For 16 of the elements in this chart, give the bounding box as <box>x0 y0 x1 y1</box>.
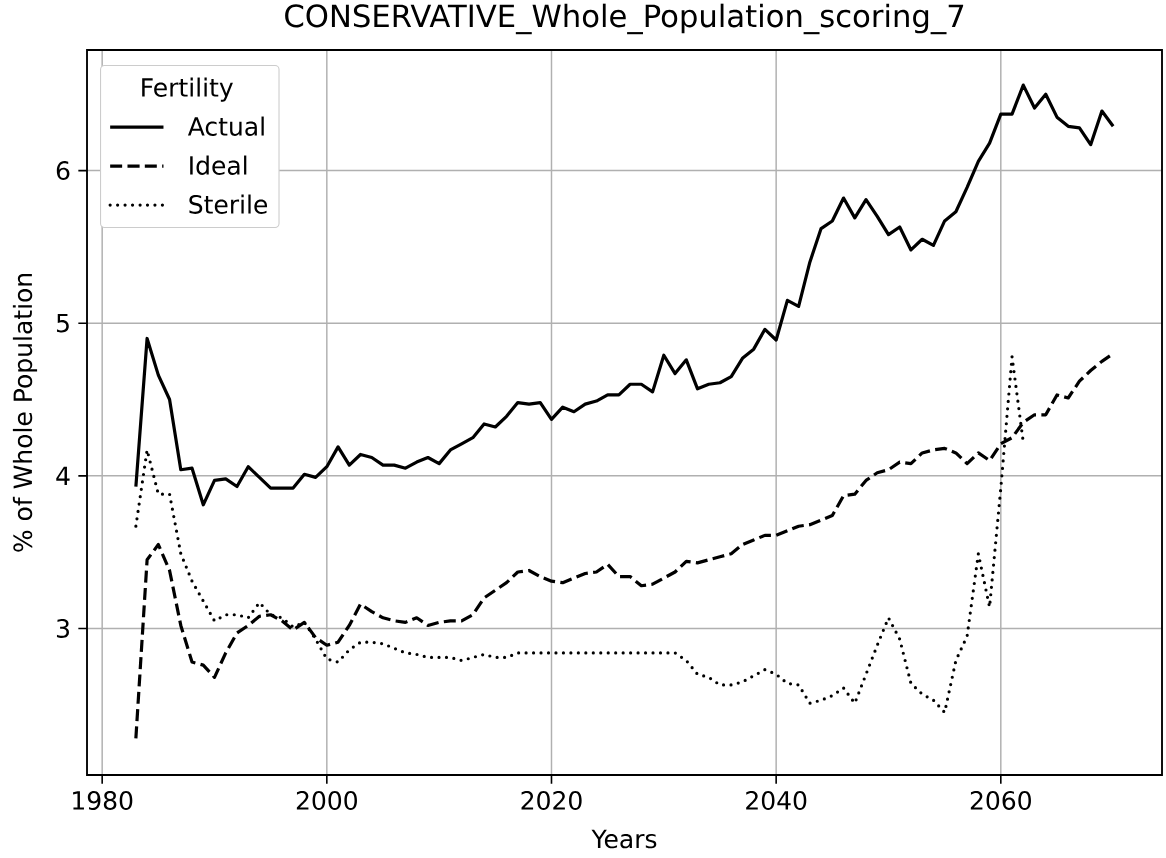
x-tick-label: 2000 <box>296 791 357 810</box>
x-tick-label: 2020 <box>521 791 582 810</box>
y-tick-label: 5 <box>56 313 69 333</box>
y-axis-title: % of Whole Population <box>12 273 38 552</box>
x-axis-title: Years <box>591 829 657 849</box>
y-tick-label: 4 <box>56 466 70 485</box>
x-tick-label: 2060 <box>970 791 1031 810</box>
legend-label: Ideal <box>190 155 247 175</box>
chart-title: CONSERVATIVE_Whole_Population_scoring_7 <box>285 3 964 35</box>
x-tick-label: 1980 <box>73 791 133 810</box>
legend-title: Fertility <box>142 77 233 102</box>
y-tick-label: 3 <box>56 619 69 638</box>
legend-label: Actual <box>187 116 264 136</box>
y-tick-label: 6 <box>56 161 70 181</box>
legend-label: Sterile <box>189 194 268 214</box>
x-tick-label: 2040 <box>746 791 807 810</box>
